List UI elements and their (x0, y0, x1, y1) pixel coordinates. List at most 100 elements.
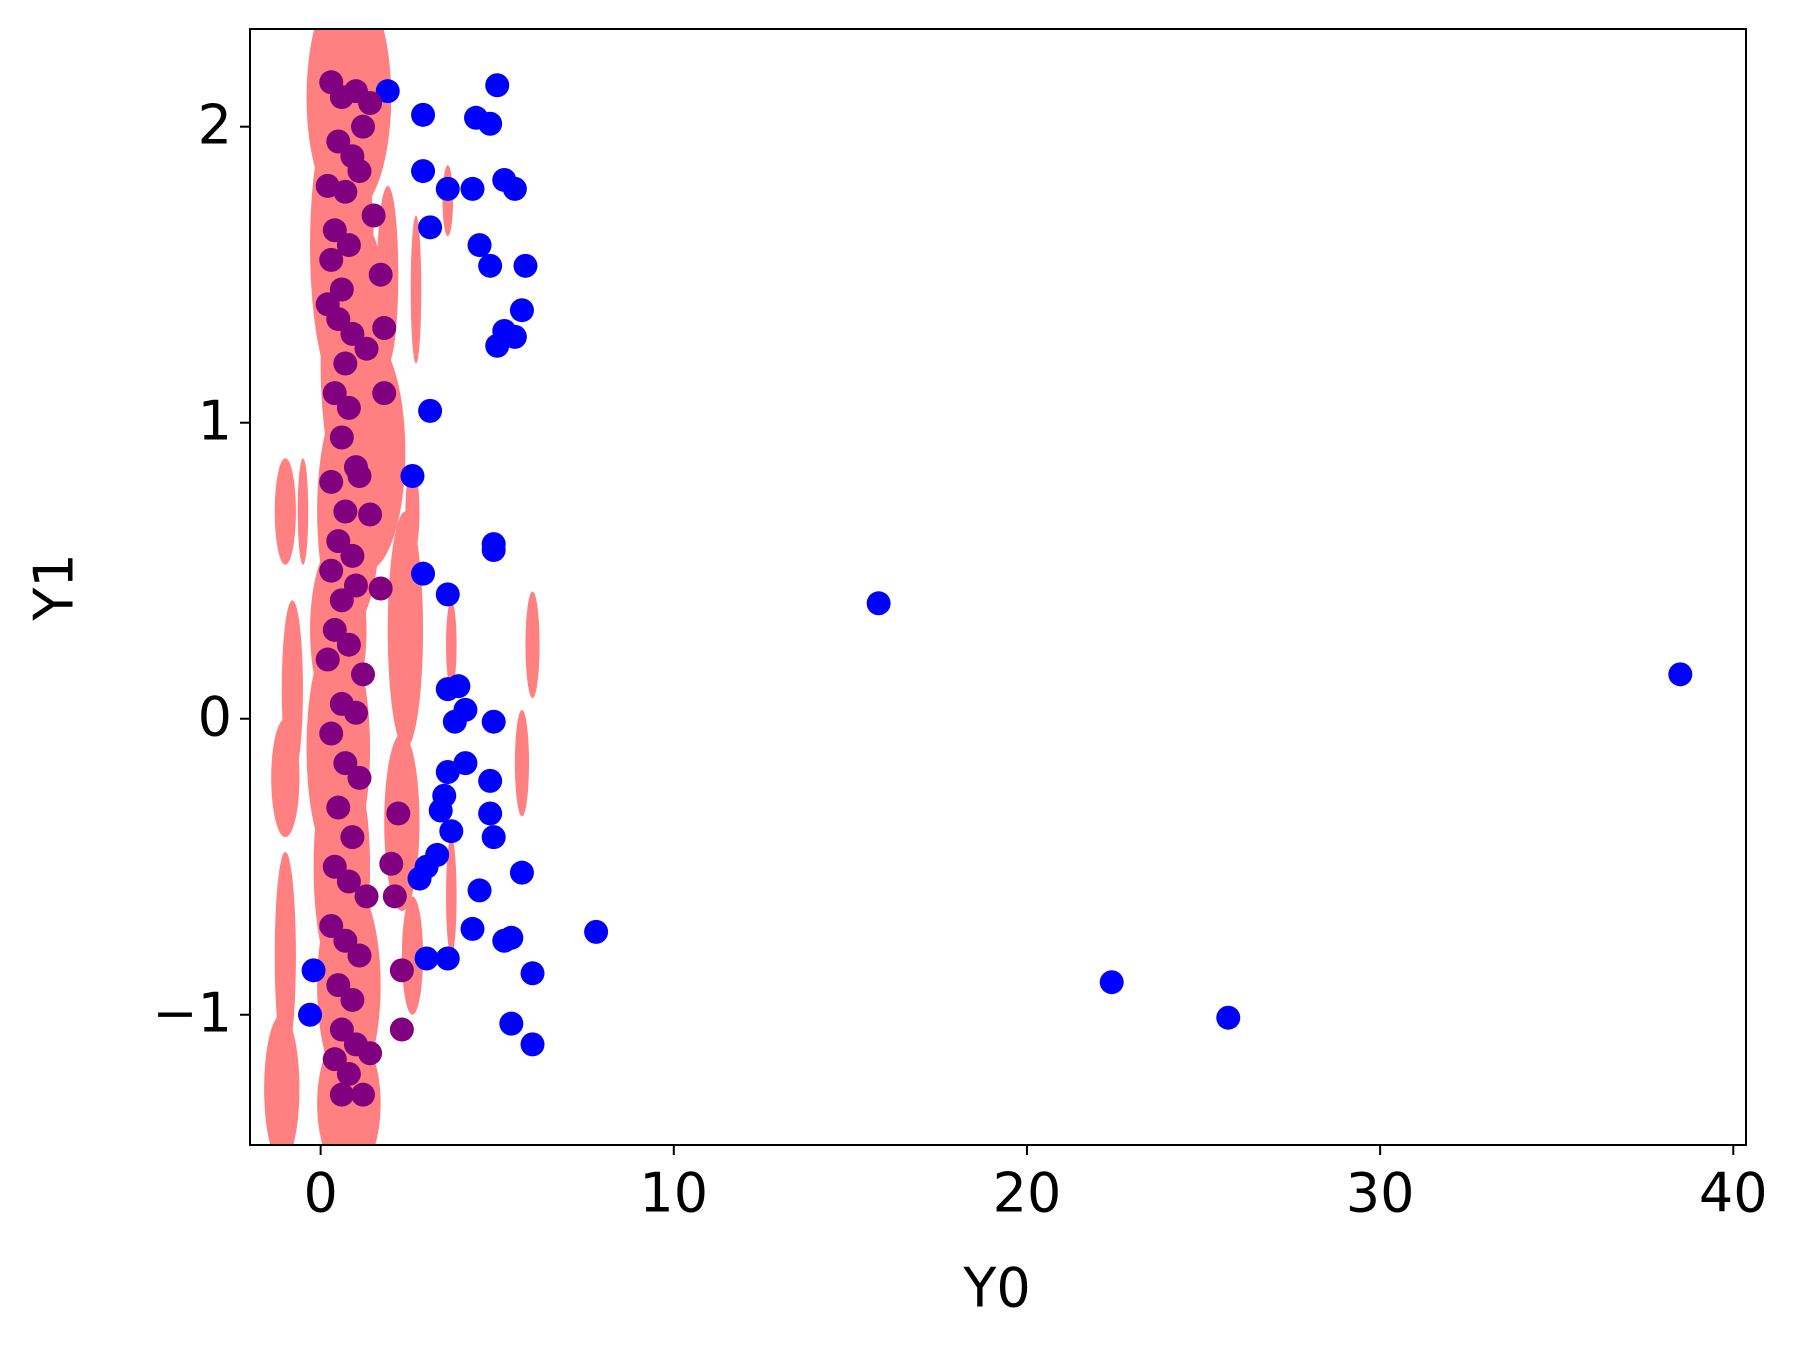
point (481, 537, 506, 562)
point (333, 499, 358, 524)
point (336, 233, 361, 258)
point (442, 709, 467, 734)
point (319, 247, 344, 272)
point (400, 463, 425, 488)
point (319, 721, 344, 746)
error-ellipse (264, 1014, 300, 1145)
point (485, 333, 510, 358)
point (351, 662, 376, 687)
point (485, 73, 510, 98)
point (333, 179, 358, 204)
point (372, 381, 397, 406)
point (520, 1032, 545, 1057)
point (389, 1017, 414, 1042)
point (453, 751, 478, 776)
point (435, 946, 460, 971)
error-ellipse (401, 896, 424, 1015)
point (361, 203, 386, 228)
point (478, 253, 503, 278)
point (358, 91, 383, 116)
x-tick-label: 20 (993, 1162, 1062, 1225)
error-ellipse (514, 709, 529, 817)
point (319, 558, 344, 583)
point (298, 1002, 323, 1027)
point (509, 860, 534, 885)
point (382, 884, 407, 909)
x-tick-label: 30 (1346, 1162, 1415, 1225)
point (340, 825, 365, 850)
x-tick-label: 0 (303, 1162, 337, 1225)
point (347, 765, 372, 790)
point (428, 798, 453, 823)
point (368, 262, 393, 287)
point (502, 176, 527, 201)
point (411, 561, 436, 586)
point (520, 961, 545, 986)
error-ellipse (274, 458, 296, 565)
point (418, 215, 443, 240)
y-tick-label: 0 (198, 685, 232, 748)
point (343, 700, 368, 725)
point (347, 463, 372, 488)
point (340, 987, 365, 1012)
point (584, 919, 609, 944)
point (358, 502, 383, 527)
point (467, 233, 492, 258)
point (478, 801, 503, 826)
point (315, 292, 340, 317)
y-tick-label: 2 (198, 93, 232, 156)
point (492, 928, 517, 953)
x-tick-label: 40 (1699, 1162, 1768, 1225)
error-ellipse (410, 215, 422, 364)
point (375, 79, 400, 104)
error-ellipse (446, 600, 457, 690)
point (478, 111, 503, 136)
point (435, 760, 460, 785)
point (368, 576, 393, 601)
x-axis-label: Y0 (962, 1257, 1030, 1320)
point (418, 398, 443, 423)
point (336, 1061, 361, 1086)
point (354, 336, 379, 361)
point (513, 253, 538, 278)
error-ellipse (271, 718, 300, 838)
point (439, 819, 464, 844)
point (333, 351, 358, 376)
point (446, 674, 471, 699)
point (354, 884, 379, 909)
point (467, 878, 492, 903)
point (351, 1082, 376, 1107)
point (343, 573, 368, 598)
point (1099, 970, 1124, 995)
error-ellipse (297, 458, 309, 565)
point (340, 543, 365, 568)
point (351, 114, 376, 139)
point (478, 768, 503, 793)
x-tick-label: 10 (639, 1162, 708, 1225)
point (411, 102, 436, 127)
point (336, 632, 361, 657)
point (866, 591, 891, 616)
point (499, 1011, 524, 1036)
plot-area (264, 29, 1693, 1145)
point (379, 851, 404, 876)
point (329, 1082, 354, 1107)
y-tick-label: 1 (198, 389, 232, 452)
point (326, 795, 351, 820)
point (336, 395, 361, 420)
plot-frame (249, 28, 1747, 1146)
error-ellipse (274, 851, 296, 1060)
point (336, 869, 361, 894)
point (301, 958, 326, 983)
point (319, 469, 344, 494)
y-tick-label: −1 (152, 981, 232, 1044)
point (329, 425, 354, 450)
point (1216, 1005, 1241, 1030)
error-ellipse (387, 511, 424, 749)
y-axis-label: Y1 (23, 553, 86, 621)
point (372, 315, 397, 340)
point (386, 801, 411, 826)
point (414, 946, 439, 971)
